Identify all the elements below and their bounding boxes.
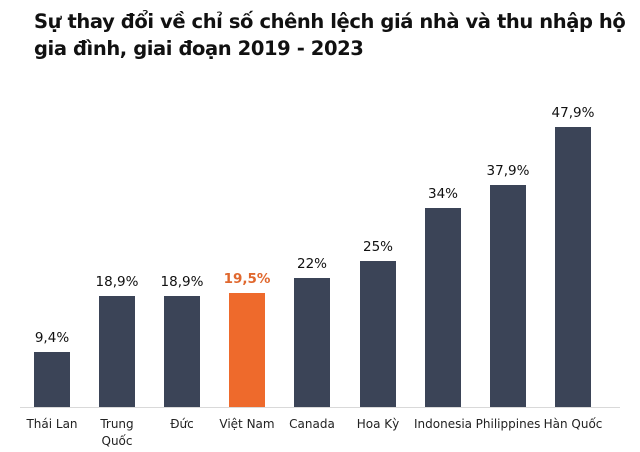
category-label: Đức — [170, 417, 194, 431]
value-label: 34% — [427, 186, 458, 202]
bar-3 — [229, 293, 265, 407]
category-label: Hoa Kỳ — [356, 417, 400, 431]
category-label: Hàn Quốc — [543, 417, 603, 431]
bar-0 — [34, 352, 70, 407]
value-label: 9,4% — [34, 330, 70, 346]
category-label: Indonesia — [413, 417, 473, 431]
value-label: 19,5% — [223, 271, 271, 287]
bar-4 — [294, 278, 330, 407]
category-label: Thái Lan — [26, 417, 78, 431]
bar-2 — [164, 296, 200, 407]
bar-7 — [490, 185, 526, 407]
value-label: 18,9% — [160, 274, 204, 290]
category-label: Philippines — [475, 417, 541, 431]
value-label: 25% — [362, 239, 393, 255]
category-label: Trung Quốc — [100, 417, 134, 448]
value-label: 18,9% — [95, 274, 139, 290]
category-label: Canada — [289, 417, 335, 431]
x-axis-baseline — [20, 407, 620, 408]
bar-5 — [360, 261, 396, 407]
bar-6 — [425, 208, 461, 407]
value-label: 22% — [296, 256, 327, 272]
bar-1 — [99, 296, 135, 407]
chart-title: Sự thay đổi về chỉ số chênh lệch giá nhà… — [34, 10, 626, 60]
bar-8 — [555, 127, 591, 407]
value-label: 47,9% — [551, 105, 595, 121]
category-label: Việt Nam — [219, 417, 275, 431]
value-label: 37,9% — [486, 163, 530, 179]
